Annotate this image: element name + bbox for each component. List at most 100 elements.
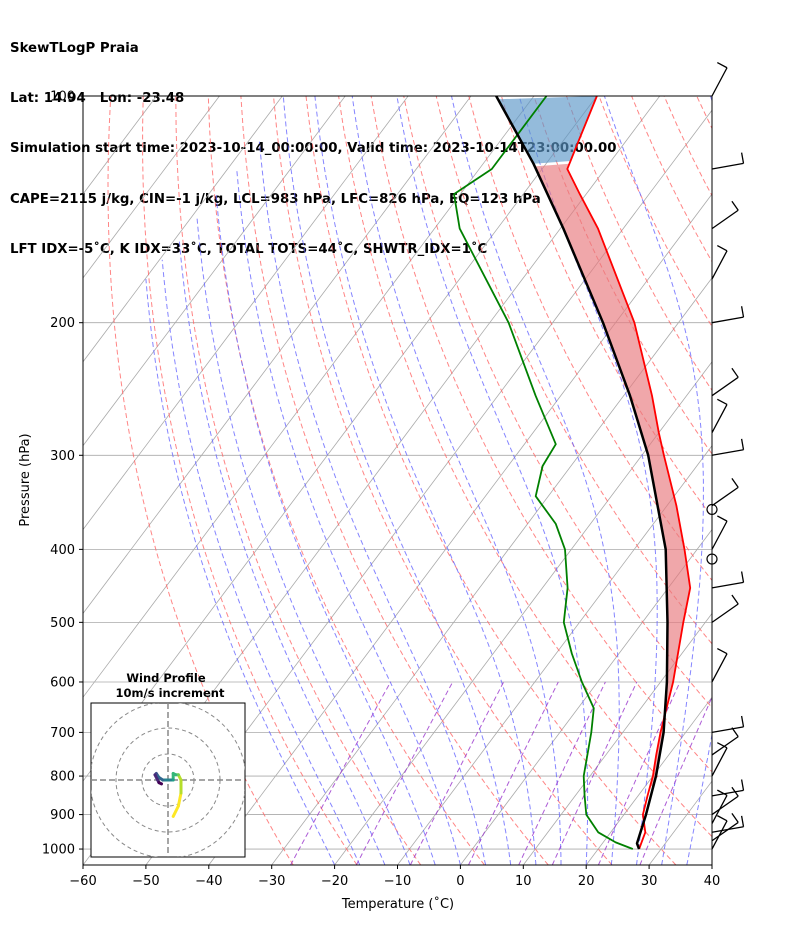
mixing-ratio-line	[639, 695, 712, 865]
wind-barb-flag	[731, 200, 739, 211]
mixing-ratio-line	[551, 681, 638, 865]
mixing-ratio-line	[290, 681, 391, 865]
moist-adiabat-line	[396, 96, 589, 865]
cape-indices-line: CAPE=2115 j/kg, CIN=-1 j/kg, LCL=983 hPa…	[10, 191, 541, 207]
wind-barb-staff	[711, 316, 744, 324]
dry-adiabat-line	[598, 96, 712, 328]
wind-barb-flag	[740, 438, 745, 450]
hodograph-segment	[176, 791, 183, 808]
cin-area	[498, 96, 597, 164]
x-axis-label: Temperature (˚C)	[341, 896, 454, 912]
chart-title: SkewTLogP Praia	[10, 40, 139, 56]
dry-adiabat-line	[696, 96, 712, 130]
wind-barb-flag	[717, 647, 728, 655]
wind-barb-staff	[711, 376, 739, 397]
wind-barb-flag	[717, 398, 728, 406]
parcel-path-line	[495, 96, 669, 850]
wind-barb	[711, 815, 745, 833]
y-tick-label: 1000	[42, 843, 75, 858]
wind-barb-staff	[711, 449, 744, 456]
moist-adiabat-line	[711, 862, 712, 865]
wind-barb-staff	[711, 821, 739, 842]
moist-adiabat-line	[314, 96, 537, 865]
wind-barbs	[706, 62, 745, 850]
wind-barb-flag	[740, 306, 745, 318]
wind-barb-staff	[711, 603, 739, 623]
chart-title-block: SkewTLogP Praia Lat: 14.94 Lon: -23.48 S…	[10, 7, 617, 276]
sounding-profiles	[453, 96, 692, 850]
y-tick-label: 600	[50, 675, 75, 690]
isotherm-line	[522, 612, 712, 865]
dry-adiabat-line	[435, 96, 712, 645]
wind-barb-flag	[731, 813, 739, 823]
wind-barb	[711, 200, 739, 230]
dewpoint-line	[453, 96, 634, 850]
moist-adiabat-line	[215, 194, 436, 865]
dry-adiabat-line	[207, 96, 485, 865]
dry-adiabat-line	[338, 96, 712, 838]
x-tick-label: 30	[641, 874, 658, 889]
y-tick-label: 500	[50, 616, 75, 631]
wind-barb	[711, 779, 745, 797]
chart-axes: −60 −50 −40 −30 −20 −10 0 10 20 30 40 100 200 300 400 5…	[42, 90, 720, 890]
wind-barb-flag	[740, 779, 745, 791]
isotherm-line	[271, 277, 712, 865]
wind-barb-flag	[740, 815, 745, 827]
wind-barb-staff	[711, 486, 739, 507]
isotherm-line	[83, 96, 220, 279]
y-tick-label: 900	[50, 808, 75, 823]
wind-barb-staff	[711, 67, 728, 97]
mixing-ratio-line	[409, 681, 505, 865]
wind-barb-staff	[711, 789, 744, 797]
isotherm-line	[83, 96, 535, 698]
isotherm-line	[585, 696, 712, 865]
wind-barb-flag	[740, 715, 745, 727]
wind-barb	[711, 398, 728, 434]
wind-barb-staff	[711, 747, 728, 777]
wind-barb	[711, 594, 739, 623]
wind-barb	[711, 306, 745, 324]
y-axis-label: Pressure (hPa)	[18, 433, 33, 526]
isotherm-line	[711, 864, 712, 865]
isotherm-line	[208, 193, 712, 865]
wind-barb-flag	[740, 152, 745, 164]
y-tick-label: 800	[50, 770, 75, 785]
x-tick-label: 10	[515, 874, 532, 889]
x-tick-label: −40	[195, 874, 222, 889]
mixing-ratio-line	[355, 681, 454, 865]
dry-adiabat-line	[142, 96, 358, 865]
mixing-ratio-line	[597, 681, 681, 865]
dry-adiabat-line	[500, 96, 712, 519]
moist-adiabat-line	[145, 278, 336, 865]
cape-cin-fills	[498, 96, 691, 787]
moist-adiabat-line	[686, 96, 712, 865]
hodograph-segment	[157, 781, 163, 786]
x-tick-label: 20	[578, 874, 595, 889]
wind-barb	[711, 742, 728, 777]
wind-barb-staff	[711, 795, 739, 816]
wind-barb-staff	[711, 653, 728, 683]
isotherm-line	[775, 96, 794, 865]
x-tick-label: −20	[321, 874, 348, 889]
hodograph-subtitle: 10m/s increment	[116, 686, 225, 700]
isotherm-line	[83, 96, 346, 447]
x-tick-label: −50	[132, 874, 159, 889]
wind-barb-staff	[711, 520, 728, 550]
dry-adiabat-line	[403, 96, 712, 709]
y-tick-label: 200	[50, 316, 75, 331]
wind-barb-flag	[717, 515, 728, 522]
hodograph-segment	[171, 804, 180, 818]
isotherm-line	[334, 361, 712, 865]
mixing-ratio-line	[518, 681, 606, 865]
wind-barb-staff	[711, 581, 744, 589]
location-line: Lat: 14.94 Lon: -23.48	[10, 90, 185, 106]
wind-barb-flag	[731, 594, 739, 605]
wind-barb	[711, 152, 745, 170]
wind-barb-flag	[740, 571, 745, 583]
wind-barb-flag	[717, 245, 728, 252]
dry-adiabat-line	[240, 96, 549, 865]
moist-adiabat-line	[236, 168, 461, 865]
wind-barb-staff	[711, 404, 728, 434]
wind-barb	[711, 571, 745, 589]
wind-barb	[711, 62, 728, 97]
